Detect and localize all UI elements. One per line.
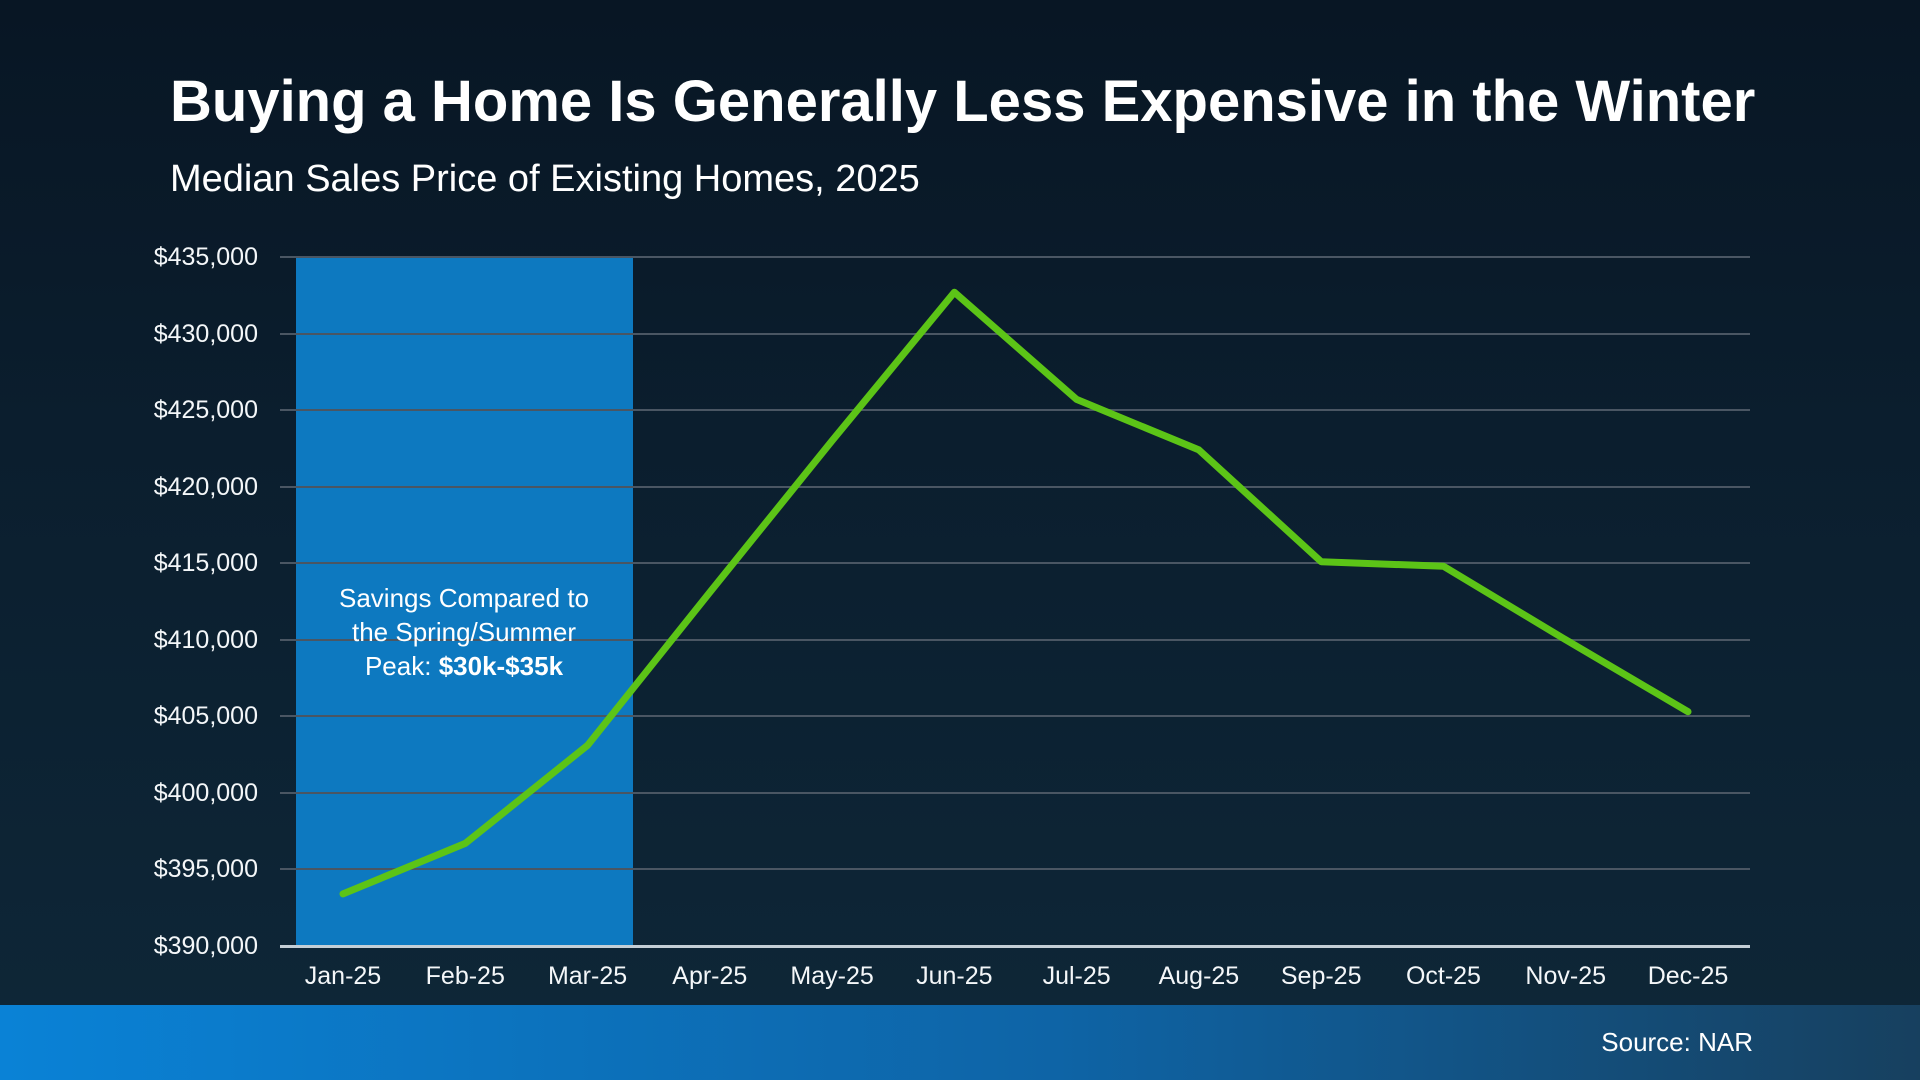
x-tick-label: Jan-25 [304, 962, 382, 990]
y-tick-label: $435,000 [153, 243, 258, 271]
x-tick-label: Sep-25 [1280, 962, 1362, 990]
source-label: Source: NAR [1601, 1027, 1753, 1057]
page-subtitle: Median Sales Price of Existing Homes, 20… [170, 158, 920, 200]
gridline [280, 409, 1750, 412]
gridline [280, 791, 1750, 794]
x-tick-label: Mar-25 [547, 962, 628, 990]
x-tick-label: Oct-25 [1405, 962, 1481, 990]
x-tick-label: Jun-25 [916, 962, 993, 990]
annotation-line-1: Savings Compared to [338, 583, 590, 613]
x-tick-label: Dec-25 [1647, 962, 1729, 990]
y-tick-label: $415,000 [153, 549, 258, 578]
x-tick-label: May-25 [790, 962, 874, 990]
annotation-line-3: Peak: $30k-$35k [364, 651, 564, 681]
y-tick-label: $420,000 [153, 472, 258, 501]
gridline [280, 638, 1750, 641]
median-price-line [339, 288, 1692, 898]
annotation-line-2: the Spring/Summer [352, 617, 576, 647]
x-tick-label: Nov-25 [1525, 962, 1607, 990]
y-tick-label: $430,000 [153, 319, 258, 348]
y-tick-label: $410,000 [153, 625, 258, 654]
gridline [280, 332, 1750, 335]
x-tick-label: Aug-25 [1158, 962, 1240, 990]
x-axis-line [280, 945, 1750, 948]
x-tick-label: Feb-25 [425, 962, 505, 990]
highlight-region [296, 257, 633, 948]
x-tick-label: Apr-25 [672, 962, 748, 990]
page-title: Buying a Home Is Generally Less Expensiv… [170, 69, 1756, 134]
gridline [280, 562, 1750, 565]
y-tick-label: $405,000 [153, 702, 258, 731]
annotation: Savings Compared to the Spring/Summer Pe… [296, 581, 632, 683]
x-tick-label: Jul-25 [1042, 962, 1111, 990]
gridline [280, 485, 1750, 488]
y-tick-label: $425,000 [153, 396, 258, 425]
footer-bar: Source: NAR [0, 1005, 1920, 1080]
y-tick-label: $390,000 [153, 932, 258, 960]
gridline [280, 868, 1750, 871]
y-tick-label: $395,000 [153, 855, 258, 884]
y-tick-label: $400,000 [153, 778, 258, 807]
gridline [280, 256, 1750, 258]
gridline [280, 715, 1750, 718]
